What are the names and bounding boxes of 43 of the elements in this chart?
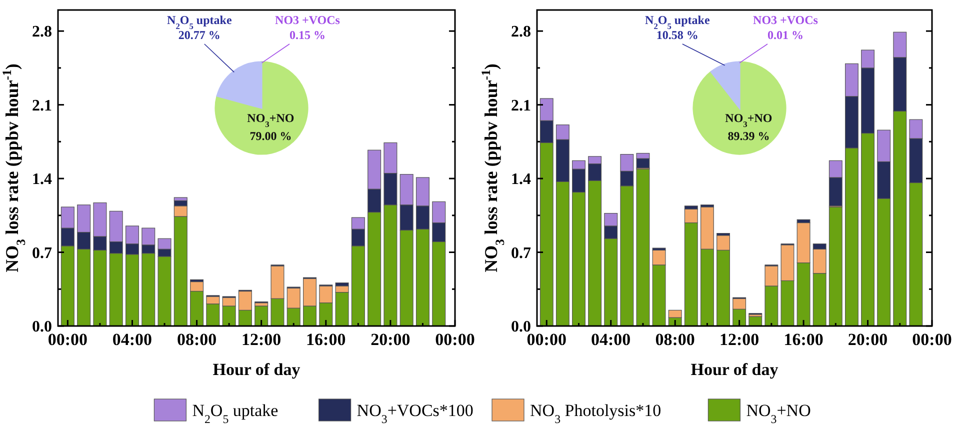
y-tick-label: 2.1 xyxy=(511,97,531,114)
x-tick-label: 16:00 xyxy=(784,330,824,349)
data-label: 10.58 % xyxy=(656,28,698,42)
pie-slice xyxy=(710,61,740,109)
legend-label: NO$_{3}$+NO xyxy=(746,401,811,426)
slice-label: NO$_{3}$+NO xyxy=(247,110,294,128)
x-tick-label: 08:00 xyxy=(655,330,695,349)
data-label: 0.01 % xyxy=(768,28,804,42)
data-label: 0.15 % xyxy=(290,28,326,42)
slice-label: NO$_{3}$+NO xyxy=(725,110,772,128)
x-tick-label: 12:00 xyxy=(719,330,760,349)
pie-slice xyxy=(692,61,786,155)
y-tick-label: 2.8 xyxy=(32,24,52,41)
y-tick-label: 0.7 xyxy=(32,244,52,262)
x-axis-title: Hour of day xyxy=(690,360,779,379)
y-tick-label: 2.8 xyxy=(511,24,531,41)
data-label: 89.39 % xyxy=(728,128,770,143)
x-tick-label: 00:00 xyxy=(435,330,475,349)
x-tick-label: 00:00 xyxy=(912,330,952,349)
legend-label: NO$_{3}$ Photolysis*10 xyxy=(530,401,662,426)
slice-label: NO3 +VOCs xyxy=(753,13,818,27)
slice-label: N$_{2}$O$_{5}$ uptake xyxy=(167,13,232,30)
pie-slice xyxy=(214,61,308,155)
legend-label: N$_{2}$O$_{5}$ uptake xyxy=(192,401,278,426)
y-tick-label: 1.4 xyxy=(32,171,52,188)
x-axis-title: Hour of day xyxy=(212,360,301,379)
x-tick-label: 20:00 xyxy=(848,330,888,349)
bar xyxy=(254,306,268,326)
x-tick-label: 16:00 xyxy=(306,330,346,349)
x-tick-label: 12:00 xyxy=(242,330,282,349)
x-tick-label: 04:00 xyxy=(112,330,152,349)
y-tick-label: 2.1 xyxy=(32,97,52,114)
y-tick-label: 0.7 xyxy=(511,244,531,262)
x-tick-label: 08:00 xyxy=(176,330,217,349)
y-tick-label: 1.4 xyxy=(511,171,531,188)
slice-label: NO3 +VOCs xyxy=(275,13,340,27)
data-label: 20.77 % xyxy=(178,28,220,42)
x-tick-label: 20:00 xyxy=(370,330,410,349)
data-label: 79.00 % xyxy=(250,128,292,143)
x-tick-label: 04:00 xyxy=(591,330,631,349)
pie-slice xyxy=(216,61,262,109)
legend-label: NO$_{3}$+VOCs*100 xyxy=(356,401,474,426)
slice-label: N$_{2}$O$_{5}$ uptake xyxy=(645,13,710,30)
